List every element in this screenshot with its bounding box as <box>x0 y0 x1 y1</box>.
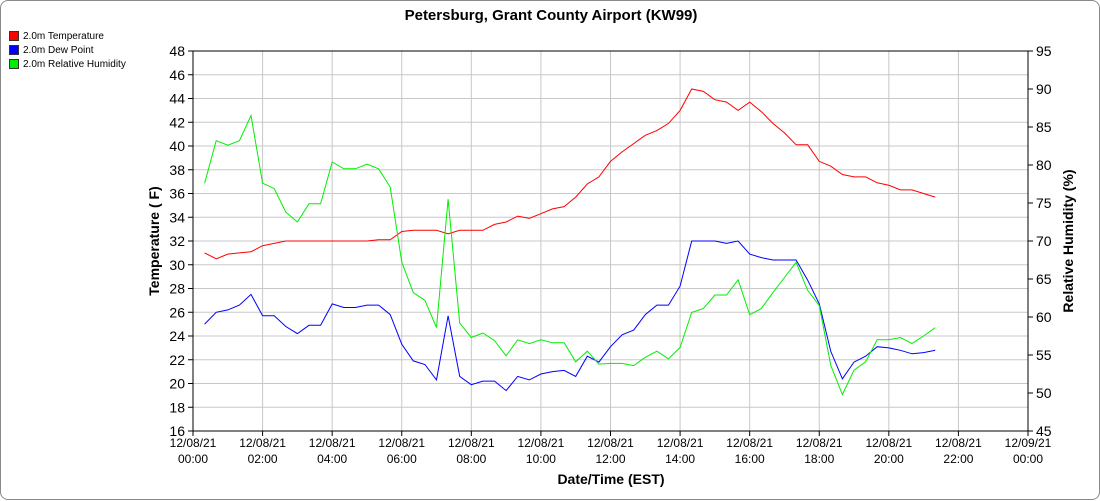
y-left-tick-label: 32 <box>169 233 185 249</box>
legend-swatch-humidity <box>9 59 19 69</box>
x-axis-label: Date/Time (EST) <box>557 471 664 487</box>
x-tick-label-date: 12/08/21 <box>726 436 773 450</box>
x-tick-label-time: 18:00 <box>804 452 834 466</box>
y-axis-right-label: Relative Humidity (%) <box>1060 169 1076 312</box>
legend-item-dew-point: 2.0m Dew Point <box>9 43 126 57</box>
x-tick-label-time: 08:00 <box>456 452 486 466</box>
x-tick-label-date: 12/09/21 <box>1005 436 1052 450</box>
y-left-tick-label: 40 <box>169 138 185 154</box>
dew-point-line <box>204 240 936 392</box>
x-tick-label-time: 06:00 <box>387 452 417 466</box>
temperature-line <box>204 88 936 260</box>
x-tick-label-date: 12/08/21 <box>378 436 425 450</box>
y-right-tick-label: 55 <box>1036 347 1052 363</box>
x-tick-label-time: 02:00 <box>248 452 278 466</box>
y-left-tick-label: 16 <box>169 423 185 439</box>
x-tick-label-date: 12/08/21 <box>935 436 982 450</box>
legend: 2.0m Temperature 2.0m Dew Point 2.0m Rel… <box>9 29 126 71</box>
x-tick-label-date: 12/08/21 <box>309 436 356 450</box>
x-tick-label-date: 12/08/21 <box>518 436 565 450</box>
x-tick-label-time: 16:00 <box>735 452 765 466</box>
legend-item-temperature: 2.0m Temperature <box>9 29 126 43</box>
x-tick-label-time: 10:00 <box>526 452 556 466</box>
y-axis-left-label: Temperature ( F) <box>146 186 162 295</box>
x-tick-label-date: 12/08/21 <box>448 436 495 450</box>
y-left-tick-label: 48 <box>169 43 185 59</box>
humidity-line <box>204 113 936 396</box>
legend-swatch-temperature <box>9 31 19 41</box>
x-tick-label-date: 12/08/21 <box>587 436 634 450</box>
x-tick-label-date: 12/08/21 <box>657 436 704 450</box>
chart-title: Petersburg, Grant County Airport (KW99) <box>405 7 698 24</box>
x-tick-label-time: 12:00 <box>595 452 625 466</box>
y-left-tick-label: 46 <box>169 67 185 83</box>
legend-label-dew-point: 2.0m Dew Point <box>23 44 94 56</box>
y-left-tick-label: 44 <box>169 91 185 107</box>
y-right-tick-label: 75 <box>1036 195 1052 211</box>
y-right-tick-label: 50 <box>1036 385 1052 401</box>
y-right-tick-label: 70 <box>1036 233 1052 249</box>
x-tick-label-date: 12/08/21 <box>170 436 217 450</box>
y-left-tick-label: 28 <box>169 281 185 297</box>
y-right-tick-label: 95 <box>1036 43 1052 59</box>
y-left-tick-label: 38 <box>169 162 185 178</box>
plot-area-border <box>192 50 1029 432</box>
y-left-tick-label: 22 <box>169 352 185 368</box>
y-left-tick-label: 18 <box>169 399 185 415</box>
y-right-tick-label: 90 <box>1036 81 1052 97</box>
y-left-tick-label: 34 <box>169 209 185 225</box>
y-left-tick-label: 30 <box>169 257 185 273</box>
x-tick-label-date: 12/08/21 <box>796 436 843 450</box>
x-tick-label-time: 00:00 <box>178 452 208 466</box>
x-tick-label-time: 00:00 <box>1013 452 1043 466</box>
y-left-tick-label: 26 <box>169 304 185 320</box>
legend-label-humidity: 2.0m Relative Humidity <box>23 58 126 70</box>
x-tick-label-date: 12/08/21 <box>865 436 912 450</box>
x-tick-label-time: 14:00 <box>665 452 695 466</box>
x-tick-label-time: 22:00 <box>943 452 973 466</box>
x-tick-label-time: 04:00 <box>317 452 347 466</box>
y-right-tick-label: 85 <box>1036 119 1052 135</box>
y-left-tick-label: 24 <box>169 328 185 344</box>
x-tick-label-date: 12/08/21 <box>239 436 286 450</box>
y-right-tick-label: 45 <box>1036 423 1052 439</box>
x-tick-label-time: 20:00 <box>874 452 904 466</box>
legend-label-temperature: 2.0m Temperature <box>23 30 104 42</box>
y-right-tick-label: 65 <box>1036 271 1052 287</box>
y-left-tick-label: 42 <box>169 114 185 130</box>
legend-item-humidity: 2.0m Relative Humidity <box>9 57 126 71</box>
legend-swatch-dew-point <box>9 45 19 55</box>
y-right-tick-label: 60 <box>1036 309 1052 325</box>
y-right-tick-label: 80 <box>1036 157 1052 173</box>
y-left-tick-label: 36 <box>169 186 185 202</box>
y-left-tick-label: 20 <box>169 376 185 392</box>
